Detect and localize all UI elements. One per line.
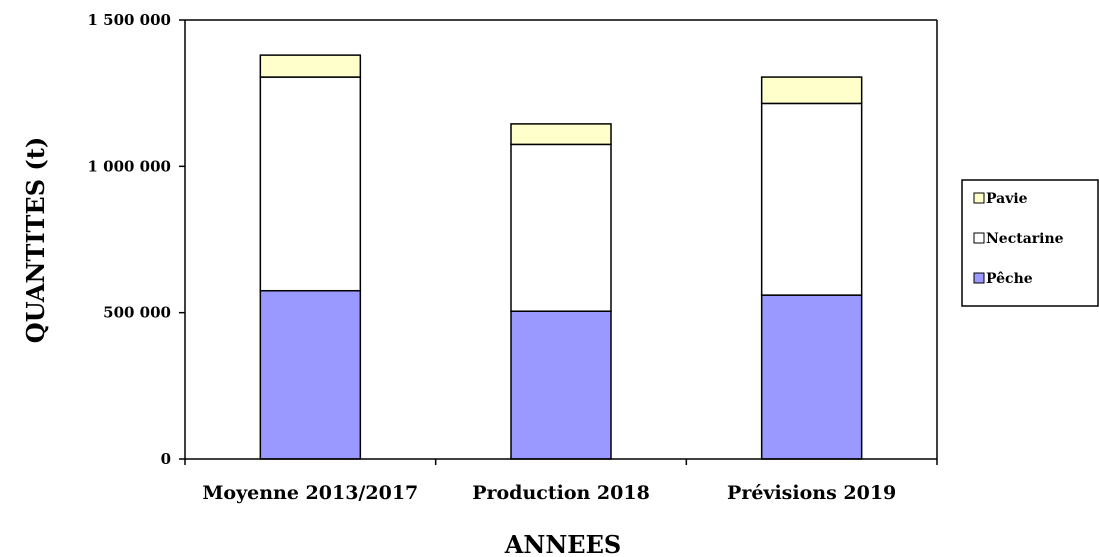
bar-segment — [760, 294, 863, 460]
bar-segment — [259, 54, 362, 78]
legend-swatch — [973, 232, 985, 244]
y-axis-title: QUANTITES (t) — [21, 137, 50, 343]
x-category-labels: Moyenne 2013/2017 Production 2018 Prévisio… — [202, 482, 896, 504]
y-tick-label: 1 000 000 — [87, 157, 171, 175]
x-axis-title: ANNEES — [504, 530, 621, 557]
x-category-label: Prévisions 2019 — [727, 482, 896, 504]
bar-segment — [760, 76, 863, 105]
x-category-label: Production 2018 — [472, 482, 650, 504]
x-ticks — [184, 459, 938, 465]
y-ticks: 0 500 000 1 000 000 1 500 000 — [87, 11, 185, 468]
y-tick-label: 0 — [161, 450, 171, 468]
legend-swatch — [973, 272, 985, 284]
bar-segment — [760, 102, 863, 296]
bar-segment — [510, 143, 612, 312]
legend: Pavie Nectarine Pêche — [961, 179, 1099, 307]
bar-segment — [510, 123, 612, 146]
bar-segment — [259, 289, 362, 460]
legend-box — [961, 179, 1099, 307]
y-tick-label: 500 000 — [103, 304, 171, 322]
legend-label: Pêche — [986, 271, 1033, 287]
legend-label: Pavie — [986, 191, 1028, 207]
x-category-label: Moyenne 2013/2017 — [202, 482, 418, 504]
bars-layer — [259, 54, 863, 460]
bar-segment — [259, 76, 362, 292]
bar-segment — [510, 310, 612, 460]
y-tick-label: 1 500 000 — [87, 11, 171, 29]
legend-label: Nectarine — [986, 231, 1064, 247]
legend-swatch — [973, 192, 985, 204]
